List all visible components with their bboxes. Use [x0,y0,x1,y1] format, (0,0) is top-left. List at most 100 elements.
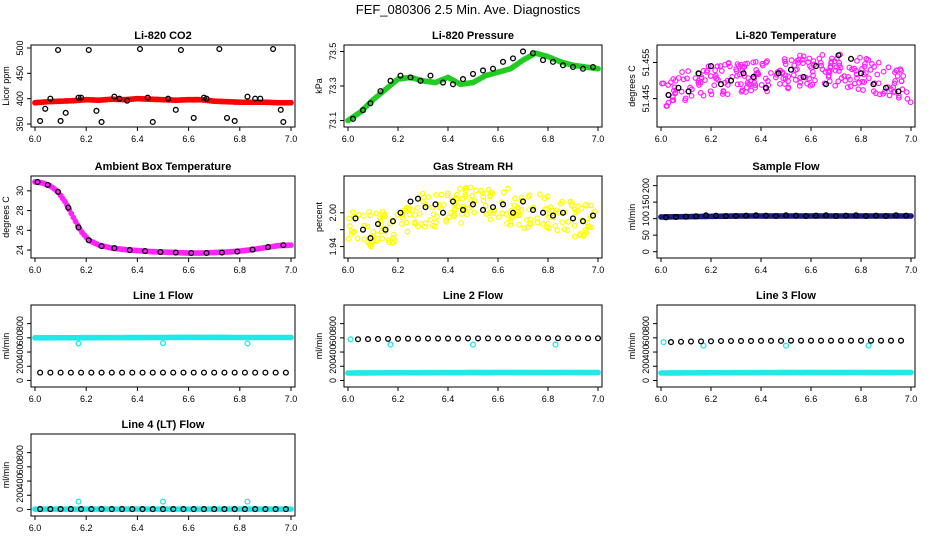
series-2 [352,195,597,242]
data-point [788,57,795,64]
data-point [142,248,149,255]
data-point [785,84,792,91]
data-point [880,90,886,97]
data-point [404,228,411,235]
data-point [390,231,397,238]
data-point [379,235,386,242]
data-point [726,63,733,70]
data-point [752,84,758,91]
data-point [812,77,818,84]
data-point [409,207,416,213]
data-point [170,369,177,376]
y-tick-label: 150 [641,195,651,210]
data-point [871,63,878,70]
y-axis-label: ml/min [627,333,637,360]
data-point [722,212,730,220]
data-point [660,339,667,346]
data-point [675,75,682,81]
data-point [552,341,559,348]
data-point [855,86,862,93]
x-tick-label: 6.8 [855,394,868,404]
data-point [407,74,414,81]
data-point [469,70,477,77]
data-point [472,187,479,194]
y-tick-label: 800 [15,316,25,331]
x-tick-label: 7.0 [592,265,605,275]
data-point [861,71,867,78]
data-point [190,369,197,376]
data-point [231,506,238,513]
data-point [825,68,832,74]
data-point [108,506,115,513]
data-point [422,220,429,227]
data-point [861,61,868,67]
data-point [698,74,705,81]
y-tick-label: 200 [15,488,25,503]
data-point [738,81,744,88]
data-point [464,335,472,342]
y-axis-label: ml/min [1,333,11,360]
data-point [118,369,126,376]
data-point [894,73,901,79]
data-point [740,70,747,77]
x-tick-label: 6.8 [855,265,868,275]
series-1 [32,179,294,256]
data-point [886,92,893,99]
data-point [781,56,788,62]
data-point [463,211,470,218]
data-point [852,212,860,219]
data-point [772,212,780,220]
data-point [180,506,187,513]
data-point [557,200,564,207]
x-tick-label: 6.4 [442,134,455,144]
data-point [159,340,167,347]
data-point [347,336,354,343]
data-point [792,212,800,219]
data-point [832,212,840,220]
data-point [747,337,755,345]
x-tick-label: 6.0 [29,134,42,144]
data-point [519,198,527,205]
data-point [367,212,373,219]
data-point [149,506,156,513]
series-2 [37,45,287,126]
data-point [594,335,602,342]
x-tick-label: 7.0 [592,394,605,404]
data-point [172,249,179,256]
y-tick-label: 200 [15,359,25,374]
x-tick-label: 6.2 [80,265,93,275]
x-tick-label: 6.6 [492,265,505,275]
series-1 [345,184,598,250]
data-point [469,192,475,199]
data-point [47,369,54,376]
data-point [585,223,591,229]
y-tick-label: 800 [641,316,651,331]
x-tick-label: 6.2 [705,134,718,144]
y-axis-label: percent [314,201,324,232]
data-point [800,60,806,66]
series-2 [660,339,872,349]
data-point [847,76,853,83]
data-point [847,337,855,344]
data-point [462,187,469,194]
data-point [407,198,414,205]
series-3 [667,337,905,346]
data-point [534,215,541,222]
data-point [397,209,404,216]
y-tick-label: 400 [641,345,651,360]
series-2 [349,48,597,122]
data-point [524,217,530,223]
data-point [439,209,447,216]
data-point [902,212,910,219]
data-point [458,220,465,226]
data-point [737,337,745,345]
data-point [514,204,521,211]
y-axis-label: ml/min [627,204,637,231]
x-tick-label: 6.4 [755,394,768,404]
data-point [717,63,724,69]
data-point [453,191,460,198]
data-point [487,192,494,199]
x-tick-label: 7.0 [285,134,298,144]
data-point [280,242,287,249]
panel-title: Sample Flow [752,161,820,173]
